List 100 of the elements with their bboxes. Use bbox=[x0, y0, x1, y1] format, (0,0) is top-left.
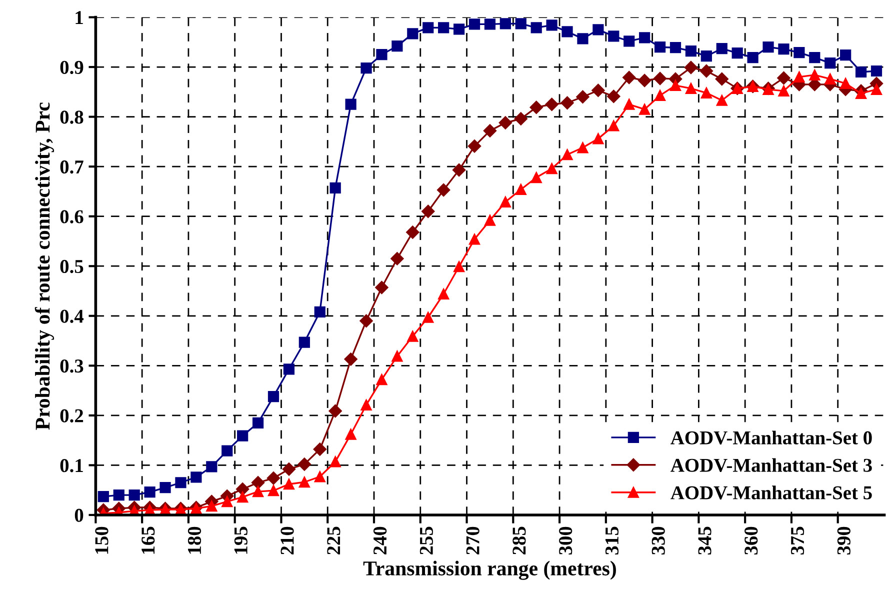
x-tick-label: 210 bbox=[280, 526, 294, 554]
point bbox=[190, 472, 202, 483]
point bbox=[453, 24, 465, 35]
point bbox=[824, 73, 836, 85]
point bbox=[530, 22, 542, 34]
x-tick-label: 165 bbox=[142, 526, 155, 554]
point bbox=[345, 98, 356, 110]
y-tick-label: 0.5 bbox=[60, 260, 84, 274]
point bbox=[344, 352, 358, 366]
point bbox=[328, 404, 342, 418]
point bbox=[622, 70, 636, 84]
point bbox=[824, 57, 836, 69]
point bbox=[251, 476, 265, 490]
x-tick-label: 375 bbox=[790, 526, 804, 555]
point bbox=[545, 98, 558, 111]
point bbox=[392, 350, 403, 362]
point bbox=[422, 204, 435, 218]
point bbox=[360, 314, 373, 328]
y-tick-label: 0.7 bbox=[60, 160, 84, 174]
point bbox=[407, 330, 418, 342]
x-tick-label: 195 bbox=[234, 526, 248, 554]
point bbox=[577, 142, 588, 154]
point bbox=[840, 50, 852, 61]
point bbox=[160, 482, 171, 494]
x-tick-label: 285 bbox=[512, 526, 526, 554]
point bbox=[607, 90, 620, 103]
point bbox=[562, 149, 573, 160]
legend-label: AODV-Manhattan-Set 3 bbox=[670, 458, 872, 472]
point bbox=[438, 288, 450, 300]
point bbox=[206, 461, 218, 472]
point bbox=[654, 42, 666, 53]
point bbox=[500, 196, 511, 208]
point bbox=[468, 234, 480, 245]
point bbox=[794, 71, 805, 83]
point bbox=[283, 364, 295, 375]
point bbox=[498, 116, 512, 130]
x-tick-label: 300 bbox=[559, 526, 572, 555]
point bbox=[778, 85, 790, 96]
point bbox=[840, 78, 852, 89]
point bbox=[392, 40, 403, 52]
point bbox=[330, 456, 341, 468]
point bbox=[360, 62, 372, 74]
point bbox=[546, 20, 558, 31]
point bbox=[452, 163, 466, 177]
x-tick-label: 330 bbox=[652, 526, 665, 555]
y-tick-label: 0.2 bbox=[60, 409, 84, 422]
point bbox=[500, 18, 511, 30]
point bbox=[762, 42, 774, 53]
point bbox=[436, 183, 450, 197]
point bbox=[624, 98, 635, 110]
legend-label: AODV-Manhattan-Set 0 bbox=[670, 430, 872, 445]
point bbox=[638, 74, 652, 88]
point bbox=[113, 490, 124, 501]
point bbox=[298, 336, 310, 348]
y-tick-label: 0.1 bbox=[60, 459, 83, 472]
point bbox=[515, 18, 526, 30]
point bbox=[870, 65, 882, 77]
point bbox=[592, 24, 604, 36]
point bbox=[624, 36, 635, 47]
point bbox=[716, 94, 728, 106]
point bbox=[809, 69, 820, 81]
point bbox=[236, 482, 250, 496]
point bbox=[406, 226, 420, 239]
x-tick-label: 150 bbox=[95, 526, 108, 554]
y-tick-label: 0.8 bbox=[60, 110, 84, 124]
point bbox=[654, 90, 666, 101]
y-tick-label: 0.4 bbox=[60, 310, 84, 323]
x-tick-label: 240 bbox=[373, 526, 387, 554]
x-tick-label: 315 bbox=[605, 526, 619, 555]
y-axis-title: Probability of route connectivity, Prc bbox=[34, 102, 54, 430]
point bbox=[514, 112, 528, 126]
point bbox=[777, 71, 790, 85]
point bbox=[732, 48, 743, 59]
point bbox=[422, 312, 434, 323]
x-tick-label: 225 bbox=[327, 526, 340, 554]
point bbox=[608, 120, 620, 132]
x-tick-label: 345 bbox=[698, 526, 712, 555]
point bbox=[468, 18, 480, 30]
point bbox=[376, 49, 388, 60]
point bbox=[237, 492, 248, 503]
point bbox=[484, 18, 496, 30]
point bbox=[345, 428, 356, 440]
point bbox=[684, 60, 698, 74]
point bbox=[870, 84, 882, 95]
point bbox=[639, 104, 650, 115]
point bbox=[453, 261, 465, 272]
point bbox=[747, 52, 758, 64]
point bbox=[592, 84, 605, 97]
x-tick-label: 255 bbox=[420, 526, 433, 554]
point bbox=[313, 442, 326, 456]
point bbox=[390, 252, 404, 266]
point bbox=[266, 472, 280, 485]
point bbox=[700, 50, 712, 62]
point bbox=[546, 163, 558, 174]
point bbox=[314, 471, 326, 482]
point bbox=[298, 458, 312, 471]
point bbox=[778, 44, 790, 55]
point bbox=[222, 445, 233, 456]
point bbox=[685, 82, 697, 94]
point bbox=[252, 417, 264, 428]
